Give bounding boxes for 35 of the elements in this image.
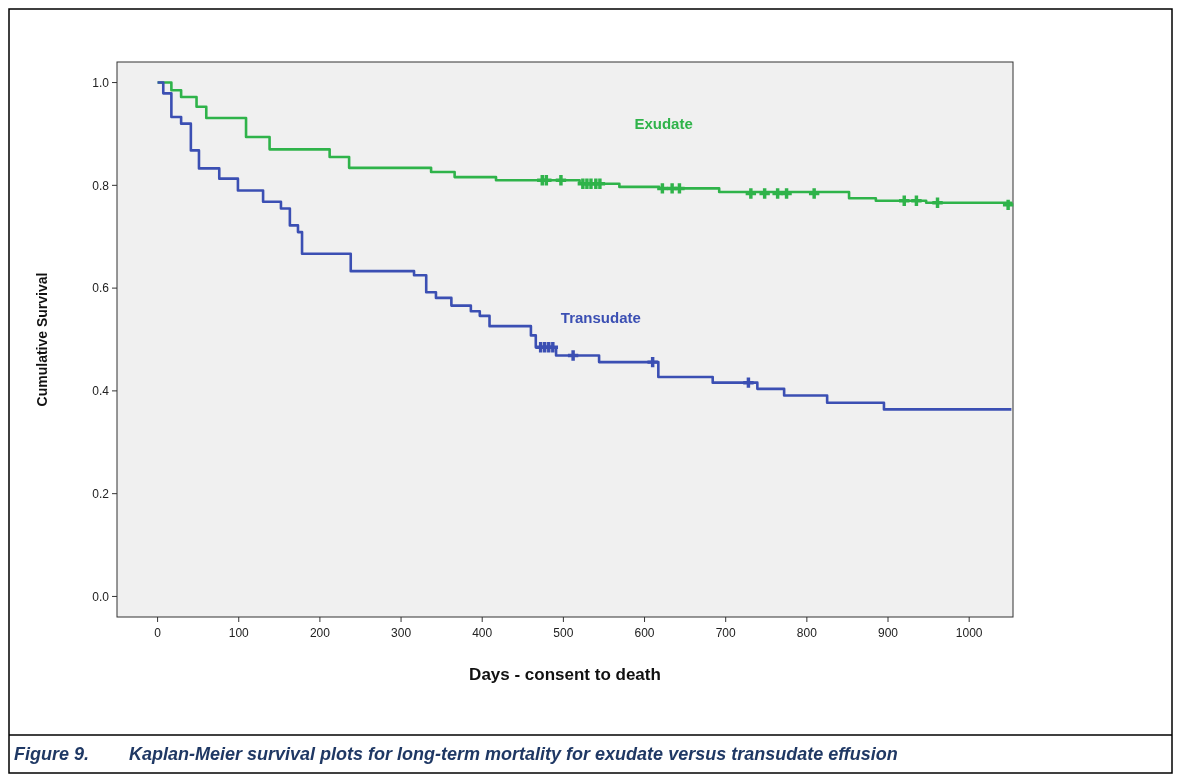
point [745,188,757,199]
point [911,195,922,206]
x-tick-label: 300 [391,626,412,640]
y-tick-label: 0.8 [92,178,110,193]
text: Exudate [634,114,693,132]
point [555,175,567,186]
y-axis-title: Cumulative Survival [34,272,50,407]
point [657,183,668,194]
y-tick-label: 0.0 [92,589,110,604]
x-tick-label: 900 [878,626,899,640]
point [567,350,579,361]
point [674,183,685,194]
x-tick-label: 100 [228,626,250,640]
point [647,356,658,368]
y-tick-label: 0.2 [92,486,110,501]
x-tick-label: 1000 [955,626,983,640]
point [743,377,754,388]
caption: Figure 9. Kaplan-Meier survival plots for long-term mortality for exudate versus transudate effusion [14,744,898,764]
x-tick-label: 800 [796,626,818,640]
x-axis-title: Days - consent to death [469,665,661,684]
x-tick-label: 200 [309,626,331,640]
point [759,188,770,199]
x-tick-label: 400 [472,626,493,640]
series-label: Transudate [560,308,641,326]
x-tick-label: 600 [634,626,655,640]
point [808,188,820,199]
y-tick-label: 1.0 [92,75,110,90]
x-tick-label: 0 [154,626,162,640]
y-tick-label: 0.4 [92,384,110,399]
y-tick-label: 0.6 [92,281,110,296]
x-tick-label: 700 [715,626,737,640]
x-tick-label: 500 [553,626,574,640]
point [1002,199,1014,211]
point [932,197,943,208]
point [781,188,792,199]
